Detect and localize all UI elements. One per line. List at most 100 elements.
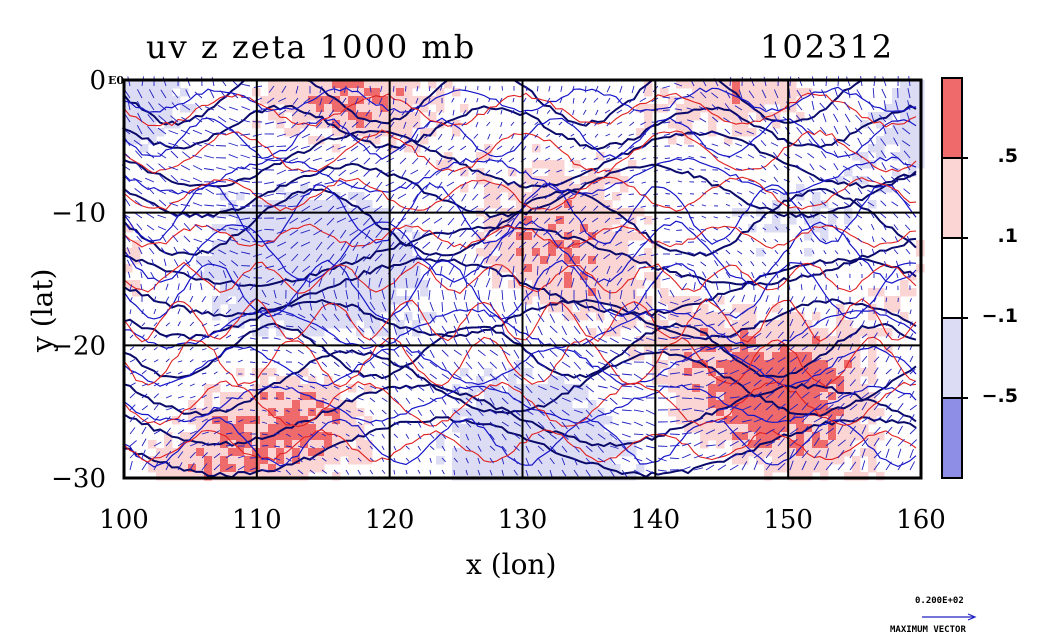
wind-vector xyxy=(453,325,459,335)
wind-vector xyxy=(642,85,647,94)
zeta-shade-cell xyxy=(124,136,133,145)
wind-vector xyxy=(297,325,304,332)
zeta-shade-cell xyxy=(772,432,781,441)
zeta-shade-cell xyxy=(580,312,589,321)
wind-vector xyxy=(277,253,287,260)
wind-vector xyxy=(735,168,743,171)
zeta-shade-cell xyxy=(676,368,685,377)
wind-vector xyxy=(567,241,575,248)
zeta-shade-cell xyxy=(404,312,413,321)
wind-vector xyxy=(393,277,396,288)
wind-vector xyxy=(297,445,304,449)
zeta-shade-cell xyxy=(796,376,805,385)
zeta-shade-cell xyxy=(484,248,493,257)
zeta-shade-cell xyxy=(684,328,693,337)
zeta-shade-cell xyxy=(684,352,693,361)
wind-vector xyxy=(834,237,839,243)
wind-vector xyxy=(633,421,643,427)
wind-vector xyxy=(412,121,419,128)
wind-vector xyxy=(881,88,887,99)
wind-vector xyxy=(300,181,311,187)
zeta-shade-cell xyxy=(668,312,677,321)
zeta-shade-cell xyxy=(564,400,573,409)
wind-vector xyxy=(801,425,809,435)
zeta-shade-cell xyxy=(316,464,325,473)
wind-vector xyxy=(693,298,702,303)
zeta-shade-cell xyxy=(788,336,797,345)
zeta-shade-cell xyxy=(532,400,541,409)
wind-vector xyxy=(741,394,752,399)
wind-vector xyxy=(725,90,731,99)
wind-vector xyxy=(561,433,569,440)
wind-vector xyxy=(724,128,731,135)
wind-vector xyxy=(681,420,692,423)
wind-vector xyxy=(657,432,668,435)
zeta-shade-cell xyxy=(612,464,621,473)
wind-vector xyxy=(291,109,299,117)
wind-vector xyxy=(775,226,779,231)
wind-vector xyxy=(523,97,527,103)
wind-vector xyxy=(482,217,491,224)
zeta-shade-cell xyxy=(412,264,421,273)
zeta-shade-cell xyxy=(212,416,221,425)
zeta-shade-cell xyxy=(164,440,173,449)
wind-vector xyxy=(549,373,559,380)
zeta-shade-cell xyxy=(580,408,589,417)
zeta-shade-cell xyxy=(532,272,541,281)
zeta-shade-cell xyxy=(300,400,309,409)
wind-vector xyxy=(570,265,575,275)
wind-vector xyxy=(837,413,844,423)
wind-vector xyxy=(773,176,779,183)
wind-vector xyxy=(341,121,347,130)
zeta-shade-cell xyxy=(348,240,357,249)
zeta-shade-cell xyxy=(540,224,549,233)
wind-vector xyxy=(369,373,376,380)
zeta-shade-cell xyxy=(124,112,133,121)
zeta-shade-cell xyxy=(356,224,365,233)
zeta-shade-cell xyxy=(572,472,581,481)
zeta-shade-cell xyxy=(556,456,565,465)
wind-vector xyxy=(765,379,774,387)
wind-vector xyxy=(205,116,215,123)
wind-vector xyxy=(333,373,341,377)
wind-vector xyxy=(603,229,611,235)
zeta-shade-cell xyxy=(732,320,741,329)
zeta-shade-cell xyxy=(772,376,781,385)
wind-vector xyxy=(906,112,911,123)
wind-vector xyxy=(148,101,155,111)
zeta-shade-cell xyxy=(772,424,781,433)
wind-vector xyxy=(213,441,220,447)
wind-vector xyxy=(881,237,887,243)
wind-vector xyxy=(181,189,191,195)
zeta-shade-cell xyxy=(348,120,357,129)
zeta-shade-cell xyxy=(908,104,917,113)
wind-vector xyxy=(317,109,323,118)
zeta-shade-cell xyxy=(180,464,189,473)
wind-vector xyxy=(617,133,623,138)
zeta-shade-cell xyxy=(348,304,357,313)
wind-vector xyxy=(729,334,739,339)
zeta-shade-cell xyxy=(332,216,341,225)
zeta-shade-cell xyxy=(812,224,821,233)
zeta-shade-cell xyxy=(836,456,845,465)
wind-vector xyxy=(228,203,239,207)
wind-vector xyxy=(595,109,599,116)
zeta-shade-cell xyxy=(508,376,517,385)
wind-vector xyxy=(897,393,906,399)
wind-vector xyxy=(861,425,867,435)
zeta-shade-cell xyxy=(204,464,213,473)
wind-vector xyxy=(365,265,371,276)
zeta-shade-cell xyxy=(180,472,189,481)
zeta-shade-cell xyxy=(844,440,853,449)
wind-vector xyxy=(129,297,133,303)
wind-vector xyxy=(657,457,667,462)
wind-vector xyxy=(609,469,615,478)
zeta-shade-cell xyxy=(836,320,845,329)
zeta-shade-cell xyxy=(620,176,629,185)
zeta-shade-cell xyxy=(156,88,165,97)
zeta-shade-cell xyxy=(268,200,277,209)
wind-vector xyxy=(681,373,692,376)
zeta-shade-cell xyxy=(140,144,149,153)
zeta-shade-cell xyxy=(380,88,389,97)
wind-vector xyxy=(537,445,545,452)
